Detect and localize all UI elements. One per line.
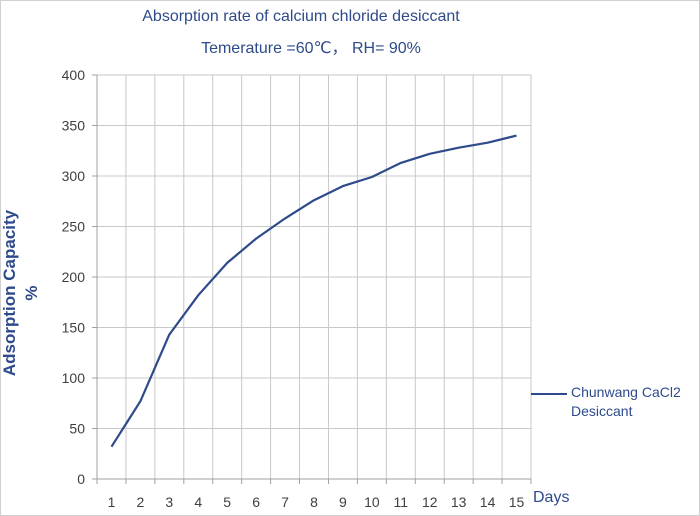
y-axis-label-line2: % xyxy=(22,285,41,301)
y-tick-label: 350 xyxy=(62,118,86,134)
x-tick-label: 3 xyxy=(165,494,173,510)
y-tick-label: 100 xyxy=(62,370,86,386)
y-tick-label: 150 xyxy=(62,320,86,336)
legend-label: Chunwang CaCl2 Desiccant xyxy=(571,384,681,419)
x-tick-label: 5 xyxy=(223,494,231,510)
chart-subtitle: Temerature =60℃， RH= 90% xyxy=(201,40,421,57)
y-tick-label: 400 xyxy=(62,67,86,83)
chart-title: Absorption rate of calcium chloride desi… xyxy=(142,8,460,25)
y-axis-label-line1: Adsorption Capacity xyxy=(0,209,19,377)
x-tick-label: 4 xyxy=(194,494,202,510)
x-tick-label: 8 xyxy=(310,494,318,510)
y-tick-label: 200 xyxy=(62,269,86,285)
y-axis-label: Adsorption Capacity % xyxy=(0,210,43,376)
y-tick-label: 250 xyxy=(62,219,86,235)
x-tick-label: 7 xyxy=(281,494,289,510)
x-tick-label: 13 xyxy=(451,494,467,510)
x-tick-label: 14 xyxy=(480,494,496,510)
series-line xyxy=(110,134,517,448)
legend-swatch xyxy=(531,393,567,395)
x-tick-label: 2 xyxy=(137,494,145,510)
legend: Chunwang CaCl2 Desiccant xyxy=(531,383,700,421)
y-tick-label: 50 xyxy=(69,421,85,437)
y-tick-label: 300 xyxy=(62,168,86,184)
x-tick-label: 1 xyxy=(108,494,116,510)
x-tick-label: 10 xyxy=(364,494,380,510)
x-axis-label: Days xyxy=(533,489,570,506)
x-tick-label: 9 xyxy=(339,494,347,510)
x-tick-label: 15 xyxy=(509,494,525,510)
y-tick-label: 0 xyxy=(77,471,85,487)
x-tick-label: 12 xyxy=(422,494,438,510)
x-tick-label: 6 xyxy=(252,494,260,510)
x-tick-label: 11 xyxy=(394,494,409,510)
